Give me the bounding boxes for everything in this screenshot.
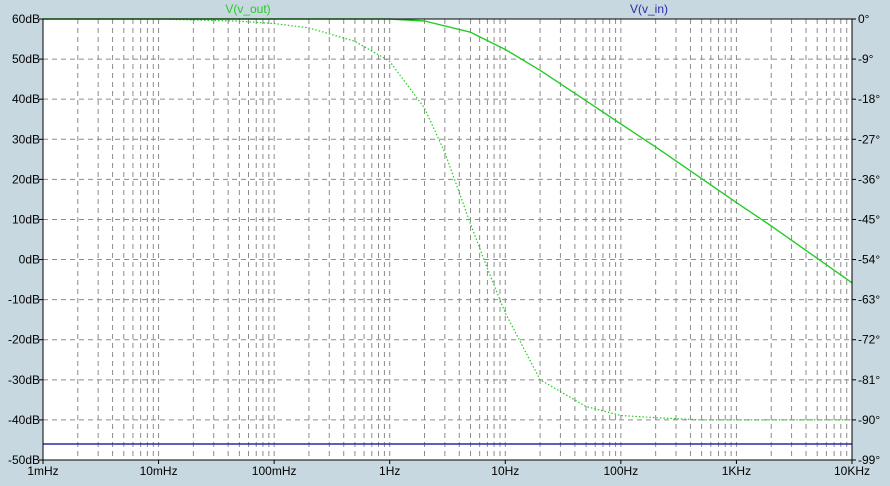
y2-tick-label: -27° bbox=[858, 132, 880, 146]
plot-area[interactable] bbox=[43, 19, 852, 460]
y2-tick-label: -99° bbox=[858, 453, 880, 467]
y2-tick-label: -54° bbox=[858, 253, 880, 267]
x-tick-label: 100Hz bbox=[604, 464, 639, 478]
plot-border bbox=[42, 18, 853, 461]
x-tick-label: 100mHz bbox=[252, 464, 297, 478]
y-tick-label: 40dB bbox=[12, 92, 40, 106]
y2-tick-label: 0° bbox=[858, 12, 870, 26]
y-tick-label: -50dB bbox=[8, 453, 40, 467]
y-tick-label: -40dB bbox=[8, 413, 40, 427]
grid bbox=[42, 18, 852, 461]
x-tick-label: 1KHz bbox=[722, 464, 751, 478]
x-tick-label: 10KHz bbox=[834, 464, 870, 478]
y2-tick-label: -45° bbox=[858, 212, 880, 226]
y2-tick-label: -9° bbox=[858, 52, 874, 66]
x-tick-label: 10Hz bbox=[491, 464, 519, 478]
y2-tick-label: -72° bbox=[858, 333, 880, 347]
legend: V(v_out) V(v_in) bbox=[225, 2, 668, 16]
y2-tick-label: -18° bbox=[858, 92, 880, 106]
y-tick-label: 20dB bbox=[12, 172, 40, 186]
series-line-v-v-out--phase bbox=[43, 18, 852, 421]
y-tick-label: -20dB bbox=[8, 333, 40, 347]
y-tick-label: 50dB bbox=[12, 52, 40, 66]
y-tick-label: -30dB bbox=[8, 373, 40, 387]
y-tick-label: 30dB bbox=[12, 132, 40, 146]
y2-tick-label: -36° bbox=[858, 172, 880, 186]
y-axis-right: 0° -9° -18° -27° -36° -45° -54° -63° -72° -81° -90… bbox=[852, 12, 880, 467]
x-axis: 1mHz 10mHz 100mHz 1Hz 10Hz 100Hz 1KHz 10KHz bbox=[27, 460, 870, 478]
y2-tick-label: -90° bbox=[858, 413, 880, 427]
y-tick-label: 0dB bbox=[19, 253, 40, 267]
x-tick-label: 10mHz bbox=[140, 464, 178, 478]
y2-tick-label: -81° bbox=[858, 373, 880, 387]
y-axis-left: 60dB 50dB 40dB 30dB 20dB 10dB 0dB -10dB -20dB -30… bbox=[8, 12, 43, 467]
legend-item-v-v-in-: V(v_in) bbox=[630, 2, 668, 16]
y-tick-label: 60dB bbox=[12, 12, 40, 26]
y-tick-label: -10dB bbox=[8, 293, 40, 307]
y-tick-label: 10dB bbox=[12, 212, 40, 226]
x-tick-label: 1mHz bbox=[27, 464, 58, 478]
y2-tick-label: -63° bbox=[858, 293, 880, 307]
legend-item-v-v-out-: V(v_out) bbox=[225, 2, 270, 16]
x-tick-label: 1Hz bbox=[379, 464, 400, 478]
